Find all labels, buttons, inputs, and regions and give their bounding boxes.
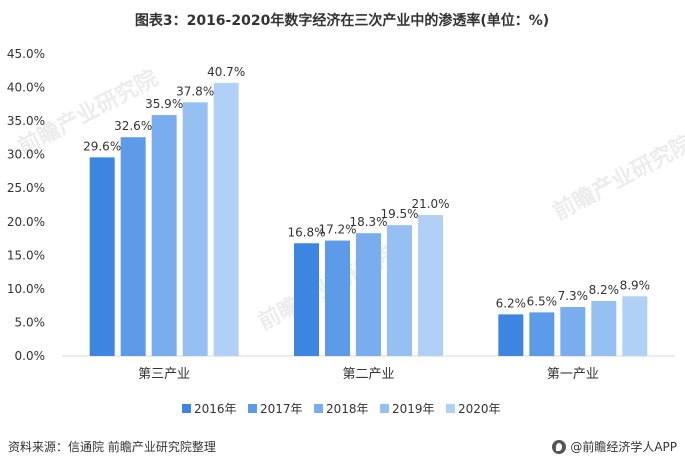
legend-label: 2019年	[392, 402, 435, 416]
bar	[213, 82, 239, 356]
legend-label: 2020年	[458, 402, 501, 416]
bar	[151, 115, 177, 357]
x-tick-label: 第一产业	[547, 367, 599, 382]
legend-label: 2018年	[326, 402, 369, 416]
x-tick-label: 第三产业	[138, 367, 190, 382]
legend-swatch	[314, 404, 323, 413]
bar	[120, 137, 146, 356]
y-tick-label: 40.0%	[7, 81, 45, 95]
data-label: 19.5%	[380, 207, 418, 221]
data-label: 8.2%	[589, 283, 620, 297]
legend-label: 2017年	[260, 402, 303, 416]
data-label: 18.3%	[349, 215, 387, 229]
data-label: 21.0%	[411, 197, 449, 211]
bar	[498, 314, 524, 356]
bar	[560, 307, 586, 356]
y-tick-label: 0.0%	[15, 349, 46, 363]
y-tick-label: 20.0%	[7, 215, 45, 229]
legend-swatch	[182, 404, 191, 413]
data-label: 40.7%	[207, 65, 245, 79]
bar	[325, 240, 350, 356]
data-label: 8.9%	[620, 278, 651, 292]
data-label: 6.2%	[496, 296, 527, 310]
brand-text: @前瞻经济学人APP	[570, 440, 677, 454]
data-label: 35.9%	[145, 97, 183, 111]
brand-logo-icon	[552, 439, 567, 454]
legend-swatch	[248, 404, 257, 413]
bar	[182, 102, 208, 356]
y-tick-label: 5.0%	[15, 315, 46, 329]
bar	[89, 157, 115, 356]
bar	[622, 296, 648, 356]
brand-label: @前瞻经济学人APP	[552, 438, 677, 455]
data-label: 17.2%	[318, 223, 356, 237]
y-tick-label: 10.0%	[7, 282, 45, 296]
legend-swatch	[380, 404, 389, 413]
x-tick-label: 第二产业	[342, 367, 394, 382]
y-tick-label: 30.0%	[7, 148, 45, 162]
data-label: 7.3%	[558, 289, 589, 303]
bar	[418, 215, 443, 356]
source-note: 资料来源：信通院 前瞻产业研究院整理	[8, 440, 216, 454]
y-tick-label: 25.0%	[7, 181, 45, 195]
y-tick-label: 35.0%	[7, 114, 45, 128]
y-tick-label: 15.0%	[7, 248, 45, 262]
data-label: 16.8%	[287, 225, 325, 239]
data-label: 29.6%	[83, 139, 121, 153]
y-tick-label: 45.0%	[7, 47, 45, 61]
data-label: 37.8%	[176, 84, 214, 98]
bar-chart: 图表3：2016-2020年数字经济在三次产业中的渗透率(单位：%) 0.0% 5.…	[7, 12, 675, 416]
chart-title: 图表3：2016-2020年数字经济在三次产业中的渗透率(单位：%)	[135, 12, 549, 29]
bar	[387, 225, 412, 356]
data-label: 6.5%	[527, 294, 558, 308]
bar	[591, 300, 617, 356]
bar	[356, 233, 381, 356]
data-label: 32.6%	[114, 119, 152, 133]
legend-swatch	[446, 404, 455, 413]
legend-label: 2016年	[194, 402, 237, 416]
bar	[294, 243, 319, 356]
bar	[529, 312, 555, 356]
